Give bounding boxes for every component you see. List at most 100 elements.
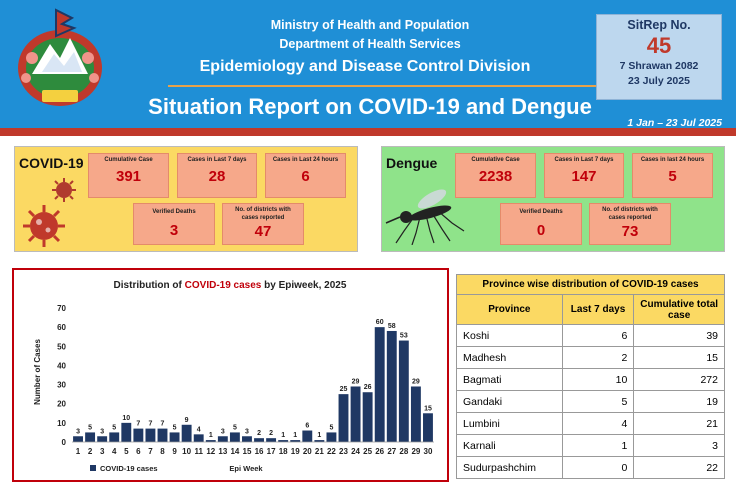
table-row: Lumbini 4 21 — [456, 412, 725, 435]
x-tick-label: 17 — [267, 447, 276, 456]
chart-bar — [290, 440, 301, 442]
stat-label: Verified Deaths — [152, 209, 196, 215]
bar-data-label: 29 — [352, 378, 360, 385]
stat-value: 391 — [115, 168, 142, 185]
bar-data-label: 9 — [185, 417, 189, 424]
chart-bar — [73, 436, 83, 442]
chart-legend-label: COVID-19 cases — [100, 464, 158, 473]
chart-bar — [374, 327, 385, 442]
stat-label: Cases in Last 24 hours — [272, 157, 339, 163]
covid-last24-card: Cases in Last 24 hours 6 — [265, 153, 346, 198]
bar-data-label: 3 — [245, 428, 249, 435]
table-row: Sudurpashchim 0 22 — [456, 456, 725, 479]
table-row: Koshi 6 39 — [456, 324, 725, 347]
chart-bar — [229, 432, 240, 442]
x-tick-label: 26 — [375, 447, 384, 456]
bar-data-label: 3 — [221, 428, 225, 435]
ministry-heading: Ministry of Health and Population Depart… — [200, 16, 540, 54]
chart-bar — [242, 436, 252, 442]
chart-bar — [193, 434, 204, 442]
chart-bar — [338, 394, 349, 442]
y-tick-label: 60 — [57, 323, 66, 332]
chart-y-axis-label: Number of Cases — [33, 339, 42, 405]
chart-bar — [169, 432, 180, 442]
bar-data-label: 60 — [376, 319, 384, 326]
chart-bar — [386, 330, 397, 442]
x-tick-label: 8 — [160, 447, 165, 456]
x-tick-label: 13 — [218, 447, 227, 456]
chart-bar — [121, 422, 132, 442]
chart-x-axis-label: Epi Week — [229, 464, 263, 473]
x-tick-label: 18 — [279, 447, 288, 456]
x-tick-label: 28 — [399, 447, 408, 456]
division-name: Epidemiology and Disease Control Divisio… — [199, 58, 531, 75]
x-tick-label: 30 — [424, 447, 433, 456]
x-tick-label: 23 — [339, 447, 348, 456]
x-tick-label: 11 — [194, 447, 203, 456]
province-last7: 5 — [561, 390, 635, 413]
province-last7: 1 — [561, 434, 635, 457]
covid-deaths-card: Verified Deaths 3 — [133, 203, 215, 245]
bar-data-label: 7 — [136, 421, 140, 428]
chart-bar — [145, 428, 156, 442]
chart-bar — [254, 438, 264, 442]
bar-data-label: 5 — [233, 424, 237, 431]
chart-title-highlight: COVID-19 cases — [185, 280, 262, 291]
nepal-emblem-icon — [18, 8, 102, 106]
bar-data-label: 1 — [317, 432, 321, 439]
bar-data-label: 6 — [305, 423, 309, 430]
province-last7: 0 — [561, 456, 635, 479]
covid-summary-panel: COVID-19 Cumulative Case 391 — [14, 146, 358, 252]
x-tick-label: 14 — [230, 447, 239, 456]
ministry-name: Ministry of Health and Population — [270, 18, 470, 32]
chart-bar — [109, 432, 120, 442]
x-tick-label: 27 — [387, 447, 396, 456]
chart-bar — [423, 413, 433, 442]
bar-data-label: 4 — [197, 426, 201, 433]
stat-value: 28 — [208, 168, 226, 185]
stat-value: 147 — [571, 168, 597, 185]
chart-title-prefix: Distribution of — [114, 280, 185, 291]
dengue-deaths-card: Verified Deaths 0 — [500, 203, 582, 245]
covid-cumulative-card: Cumulative Case 391 — [88, 153, 169, 198]
y-tick-label: 0 — [62, 438, 67, 447]
province-table-title: Province wise distribution of COVID-19 c… — [456, 274, 725, 295]
covid-last7-card: Cases in Last 7 days 28 — [177, 153, 257, 198]
bar-data-label: 7 — [148, 421, 152, 428]
chart-bar — [181, 424, 192, 442]
table-row: Madhesh 2 15 — [456, 346, 725, 369]
covid-panel-title: COVID-19 — [19, 155, 84, 171]
bar-data-label: 7 — [161, 421, 165, 428]
header-divider — [0, 128, 736, 136]
stat-value: 73 — [621, 223, 639, 240]
legend-swatch — [90, 465, 96, 471]
covid-districts-card: No. of districts with cases reported 47 — [222, 203, 304, 245]
stat-value: 0 — [536, 222, 546, 239]
x-tick-label: 5 — [124, 447, 129, 456]
stat-label: Cumulative Case — [471, 157, 520, 163]
x-tick-label: 20 — [303, 447, 312, 456]
province-cumulative: 22 — [633, 456, 725, 479]
department-name: Department of Health Services — [279, 37, 461, 51]
y-tick-label: 10 — [57, 419, 66, 428]
x-tick-label: 1 — [76, 447, 81, 456]
dengue-cumulative-card: Cumulative Case 2238 — [455, 153, 536, 198]
x-tick-label: 16 — [255, 447, 264, 456]
province-last7: 6 — [561, 324, 635, 347]
column-header-province: Province — [456, 294, 563, 325]
chart-bar — [97, 436, 108, 442]
bar-data-label: 15 — [424, 405, 432, 412]
stat-value: 6 — [301, 168, 310, 185]
x-tick-label: 19 — [291, 447, 300, 456]
bar-data-label: 25 — [340, 386, 348, 393]
province-name: Bagmati — [456, 368, 563, 391]
province-name: Gandaki — [456, 390, 563, 413]
bar-data-label: 5 — [329, 424, 333, 431]
sitrep-box: SitRep No. 45 7 Shrawan 2082 23 July 202… — [596, 14, 722, 100]
sitrep-date-english: 23 July 2025 — [628, 75, 690, 87]
x-tick-label: 4 — [112, 447, 117, 456]
chart-title: Distribution of COVID-19 cases by Epiwee… — [114, 280, 347, 291]
bar-data-label: 53 — [400, 333, 408, 340]
stat-label: Cases in Last 7 days — [187, 157, 247, 163]
